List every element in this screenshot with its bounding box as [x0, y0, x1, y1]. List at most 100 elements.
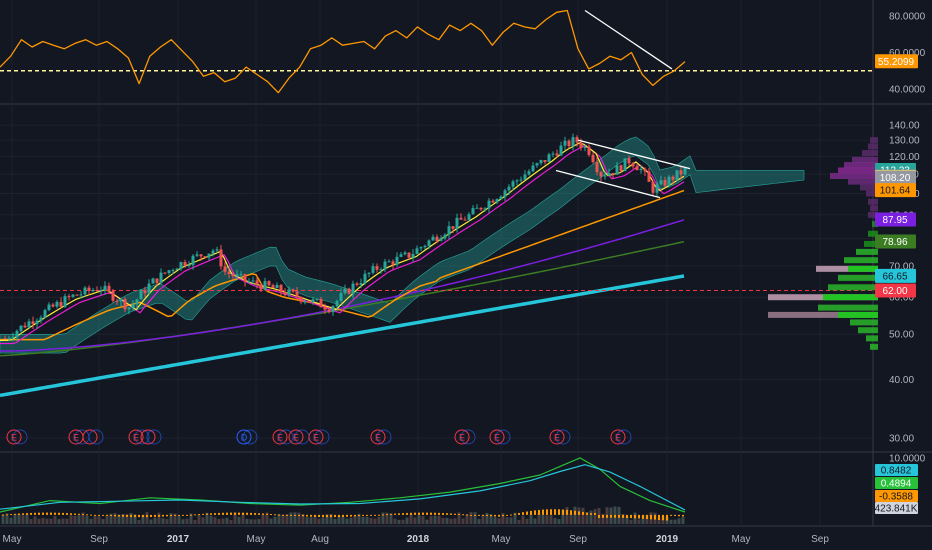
rsi-tick-label: 40.0000: [889, 85, 926, 96]
candle-body: [619, 165, 623, 172]
macd-histogram-bar: [282, 514, 284, 516]
volume-bar: [401, 519, 405, 524]
volume-profile-bar: [868, 230, 878, 237]
candle-body: [287, 289, 291, 295]
candle-body: [147, 283, 151, 294]
candle-body: [647, 171, 651, 182]
volume-profile-bar: [850, 319, 878, 326]
candle-body: [55, 301, 59, 307]
candle-body: [103, 285, 107, 291]
candle-body: [547, 154, 551, 163]
macd-histogram-bar: [34, 512, 36, 515]
price-tag-text: 66.65: [882, 271, 907, 282]
event-marker: E: [68, 429, 90, 445]
macd-histogram-bar: [294, 514, 296, 516]
candle-body: [615, 165, 619, 175]
candle-body: [43, 310, 47, 318]
volume-bar: [129, 513, 133, 524]
price-tag-bg: [875, 170, 916, 185]
event-marker: E: [549, 429, 571, 445]
volume-bar: [381, 512, 385, 524]
macd-histogram-bar: [466, 514, 468, 516]
rsi-tag-bg: [875, 54, 918, 69]
volume-bar: [629, 519, 633, 524]
macd-histogram-bar: [50, 512, 52, 515]
candle-body: [175, 268, 179, 271]
macd-histogram-bar: [606, 514, 608, 518]
macd-histogram-bar: [170, 514, 172, 517]
candle-body: [567, 140, 571, 147]
price-last-value-tag: 87.95: [875, 212, 916, 227]
macd-histogram-bar: [530, 510, 532, 515]
x-axis-label: Aug: [311, 534, 329, 545]
volume-bar: [69, 515, 73, 524]
event-marker-circle-back: [12, 429, 28, 445]
macd-histogram-bar: [558, 509, 560, 515]
candle-body: [75, 294, 79, 296]
volume-bar: [181, 519, 185, 524]
volume-bar: [385, 512, 389, 524]
macd-histogram-bar: [126, 514, 128, 517]
macd-histogram-bar: [230, 512, 232, 515]
candle-body: [355, 283, 359, 285]
macd-histogram-bar: [238, 512, 240, 515]
candle-body: [255, 280, 259, 285]
event-marker-circle: [489, 429, 505, 445]
volume-bar: [657, 518, 661, 524]
macd-histogram-bar: [534, 510, 536, 515]
volume-bar: [189, 513, 193, 524]
macd-histogram-bar: [662, 514, 664, 521]
price-tag-text: 78.96: [882, 237, 907, 248]
candle-body: [335, 300, 339, 307]
candle-body: [475, 207, 479, 209]
macd-histogram-bar: [58, 512, 60, 515]
event-marker-circle-back: [242, 429, 258, 445]
macd-histogram-bar: [386, 514, 388, 516]
macd-histogram-bar: [314, 514, 316, 517]
candle-body: [167, 270, 171, 274]
volume-bar: [469, 512, 473, 524]
volume-bar: [37, 518, 41, 524]
macd-histogram-bar: [498, 514, 500, 517]
volume-bar: [97, 516, 101, 524]
x-axis-label: 2018: [407, 534, 430, 545]
macd-histogram-bar: [322, 514, 324, 518]
price-tick-label: 70.00: [889, 261, 914, 272]
macd-histogram-bar: [566, 509, 568, 515]
volume-bar: [493, 517, 497, 524]
macd-histogram-bar: [306, 514, 308, 517]
volume-bar: [545, 515, 549, 524]
candle-body: [119, 298, 123, 302]
candle-body: [571, 137, 575, 147]
macd-histogram-bar: [430, 512, 432, 515]
volume-bar: [17, 514, 21, 524]
candle-body: [575, 137, 579, 143]
macd-histogram-bar: [638, 514, 640, 519]
macd-histogram-bar: [146, 514, 148, 518]
candle-body: [195, 254, 199, 256]
volume-profile-bar: [866, 335, 878, 342]
candle-body: [399, 254, 403, 257]
candle-body: [23, 325, 27, 328]
price-tick-label: 50.00: [889, 330, 914, 341]
event-marker-circle: [82, 429, 98, 445]
candle-body: [243, 274, 247, 282]
macd-histogram-bar: [486, 514, 488, 517]
volume-profile-bar: [870, 343, 878, 350]
candle-body: [191, 255, 195, 265]
volume-bar: [417, 515, 421, 524]
volume-bar: [373, 518, 377, 524]
volume-bar: [485, 512, 489, 524]
volume-bar: [509, 517, 513, 524]
candle-body: [11, 337, 15, 339]
volume-bar: [557, 519, 561, 524]
volume-bar: [117, 514, 121, 524]
volume-bar: [317, 518, 321, 524]
candle-body: [15, 330, 19, 338]
macd-histogram-bar: [630, 514, 632, 519]
volume-bar: [229, 519, 233, 524]
volume-bar: [645, 514, 649, 524]
candle-body: [99, 290, 103, 292]
price-tick-label: 140.00: [889, 121, 920, 132]
